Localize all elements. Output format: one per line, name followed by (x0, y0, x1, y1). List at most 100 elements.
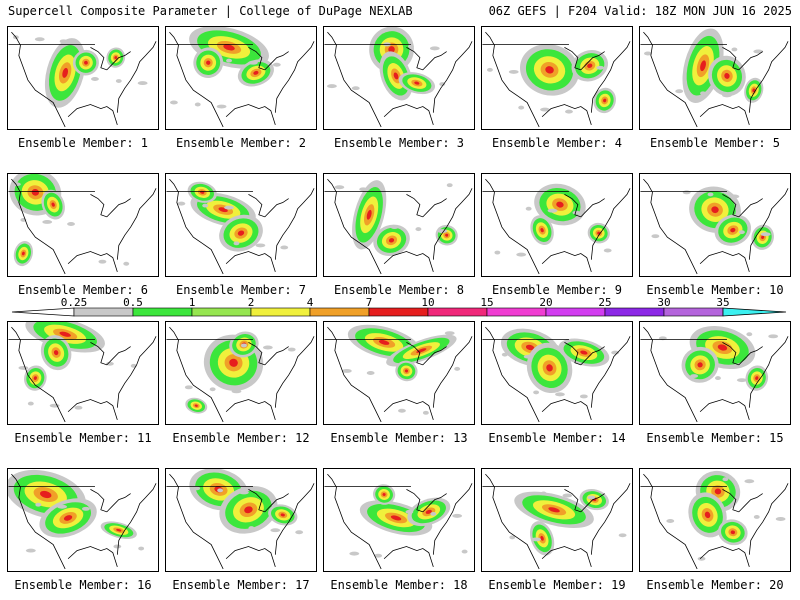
coastline (169, 178, 224, 275)
colorbar-tick-label: 35 (716, 296, 729, 309)
scp-speck (34, 37, 45, 42)
member-caption: Ensemble Member: 14 (488, 431, 626, 445)
scp-contour (704, 511, 711, 519)
scp-speck (722, 477, 729, 482)
coastline (67, 251, 118, 272)
header-title: Supercell Composite Parameter | College … (8, 4, 413, 18)
member-caption: Ensemble Member: 9 (491, 283, 623, 297)
scp-speck (731, 47, 738, 52)
scp-speck (398, 408, 406, 413)
scp-speck (366, 371, 375, 375)
scp-speck (192, 486, 201, 491)
scp-speck (533, 390, 540, 395)
great-lakes-outline (564, 342, 605, 366)
scp-speck (287, 347, 296, 352)
coastline (327, 473, 382, 570)
scp-contour (229, 358, 238, 367)
member-caption: Ensemble Member: 15 (646, 431, 784, 445)
coastline (274, 188, 315, 260)
colorbar-segment (309, 307, 370, 317)
coastline (67, 546, 118, 567)
scp-speck (651, 234, 660, 239)
coastline (116, 336, 157, 408)
scp-speck (209, 387, 216, 392)
scp-speck (736, 378, 747, 383)
great-lakes-outline (564, 47, 605, 71)
member-panel (165, 26, 317, 130)
member-map (324, 324, 473, 423)
scp-contour (366, 209, 372, 220)
scp-speck (216, 104, 227, 109)
scp-speck (697, 556, 706, 561)
scp-speck (501, 352, 508, 357)
member-map (482, 473, 631, 570)
scp-speck (562, 493, 573, 498)
scp-speck (255, 243, 266, 248)
scp-contour (378, 339, 390, 345)
scp-speck (444, 331, 455, 336)
scp-speck (115, 79, 122, 84)
coastline (383, 399, 434, 420)
member-map (166, 469, 315, 570)
scp-speck (715, 376, 721, 381)
colorbar-right-arrow (722, 307, 787, 317)
scp-speck (775, 517, 786, 521)
colorbar-segment (250, 307, 311, 317)
coastline (327, 178, 382, 275)
scp-speck (224, 205, 234, 210)
scp-speck (351, 86, 360, 91)
scp-contour (253, 70, 259, 75)
member-panel (481, 468, 633, 572)
great-lakes-outline (406, 342, 447, 366)
scp-speck (169, 100, 178, 105)
coastline (225, 399, 276, 420)
scp-speck (390, 225, 399, 230)
scp-speck (518, 105, 525, 110)
scp-speck (177, 201, 186, 206)
coastline (699, 104, 750, 125)
member-panel (639, 468, 791, 572)
member-map (482, 326, 631, 423)
scp-speck (415, 227, 422, 232)
colorbar-segment (545, 307, 606, 317)
member-map (8, 31, 157, 128)
member-map (324, 473, 473, 570)
great-lakes-outline (248, 47, 289, 71)
coastline (699, 399, 750, 420)
member-map (324, 27, 473, 128)
member-map (166, 178, 315, 275)
member-map (324, 178, 473, 275)
scp-contour (724, 73, 730, 79)
scp-speck (248, 60, 258, 65)
scp-speck (295, 530, 304, 535)
member-map (640, 28, 789, 128)
scp-contour (730, 530, 735, 535)
scp-speck (603, 248, 612, 253)
member-panel (165, 173, 317, 277)
colorbar-legend: 0.25 0.5 1 2 4 7 10 15 20 25 30 35 (11, 296, 787, 317)
member-map (8, 174, 157, 275)
scp-speck (555, 392, 565, 397)
scp-contour (33, 376, 37, 380)
scp-speck (405, 509, 414, 514)
member-map (166, 326, 315, 423)
scp-speck (643, 51, 652, 56)
coastline (699, 546, 750, 567)
great-lakes-outline (90, 47, 131, 71)
scp-speck (675, 89, 684, 94)
coastline (383, 251, 434, 272)
member-caption: Ensemble Member: 6 (17, 283, 149, 297)
scp-speck (262, 345, 273, 350)
coastline (590, 336, 631, 408)
colorbar-segment (73, 307, 134, 317)
scp-contour (63, 515, 73, 521)
member-caption: Ensemble Member: 11 (14, 431, 152, 445)
scp-contour (587, 63, 593, 68)
scp-speck (341, 368, 352, 373)
member-map (482, 178, 631, 275)
colorbar-segment (191, 307, 252, 317)
member-map (640, 178, 789, 275)
scp-speck (753, 514, 760, 519)
coastline (169, 326, 224, 423)
coastline (225, 546, 276, 567)
